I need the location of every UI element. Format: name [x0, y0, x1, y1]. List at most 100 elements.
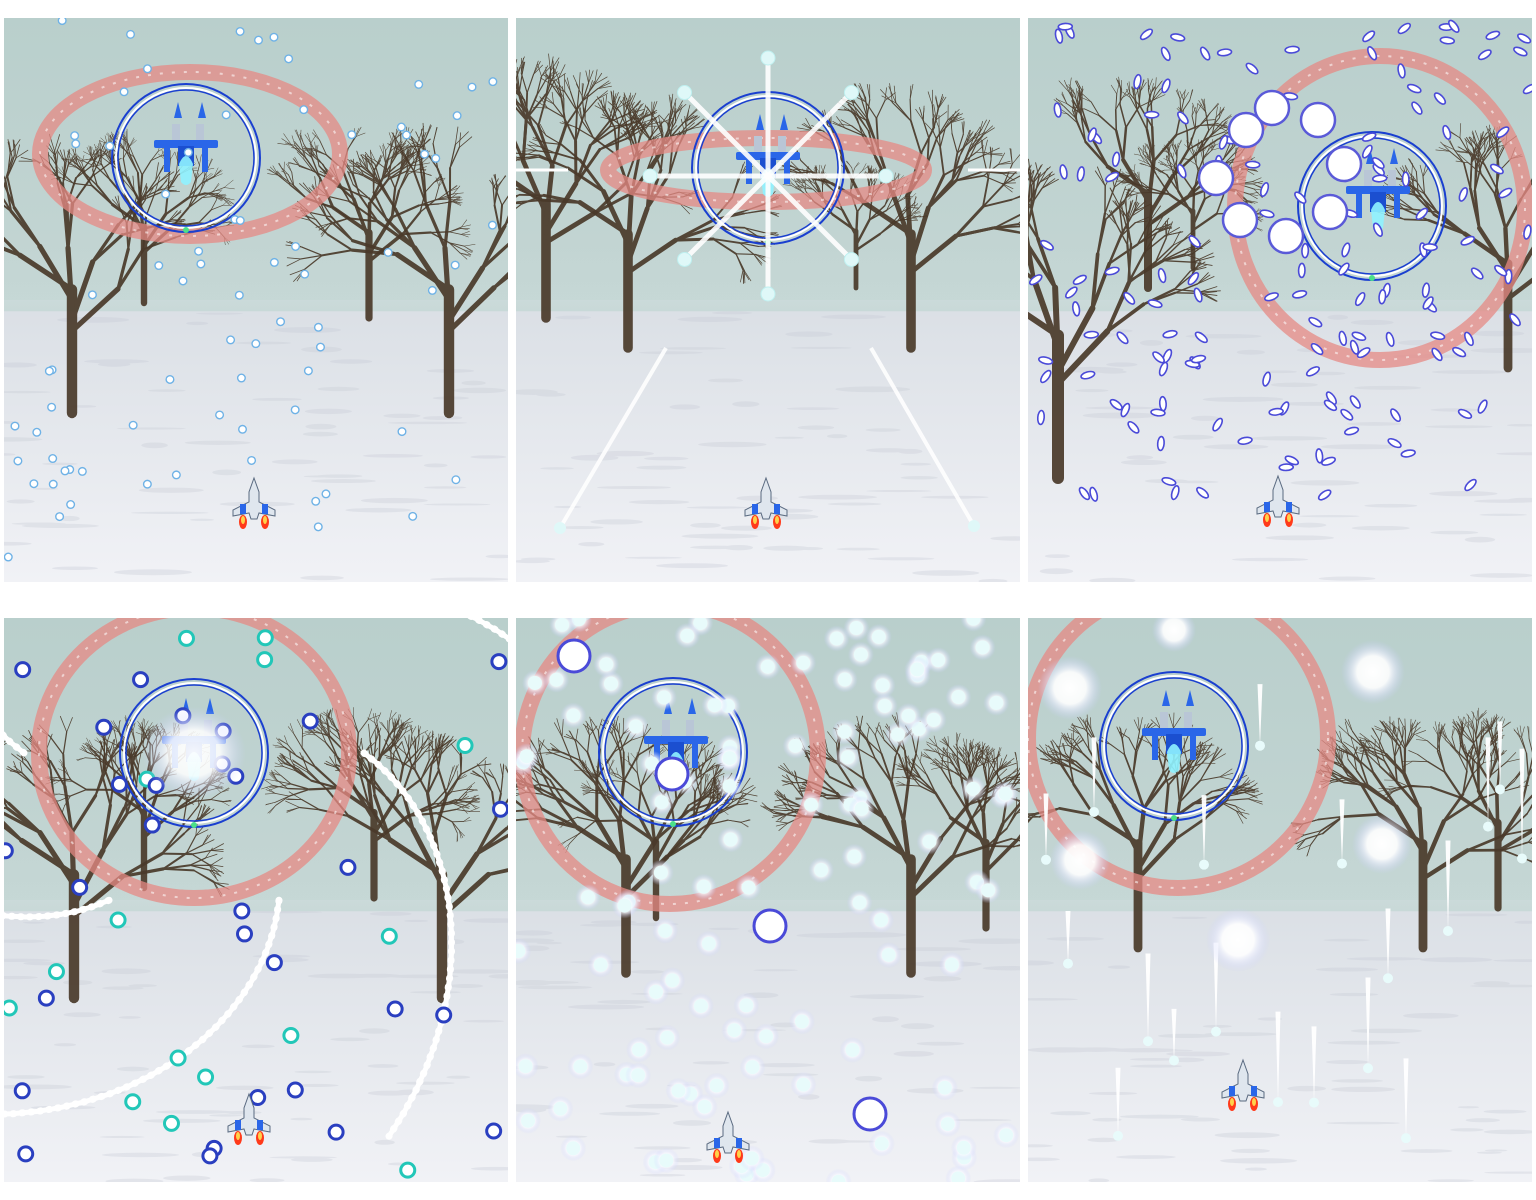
- bullet: [44, 366, 54, 376]
- bullet: [488, 77, 498, 87]
- bullet: [301, 712, 319, 730]
- bullet: [162, 1114, 180, 1132]
- rice-bullet: [1406, 83, 1422, 94]
- laser-tip: [843, 251, 859, 267]
- bullet: [4, 999, 18, 1017]
- orb-bullet: [722, 751, 737, 766]
- rice-bullet: [1176, 163, 1187, 179]
- bullet: [215, 410, 225, 420]
- bullet: [450, 260, 460, 270]
- orb-bullet: [617, 898, 632, 913]
- bullet: [401, 130, 411, 140]
- laser-layer: [516, 50, 1020, 534]
- glowing-orb-bullet: [1206, 908, 1270, 972]
- rice-bullet: [1470, 267, 1484, 280]
- rice-bullet: [1147, 299, 1163, 309]
- bullet: [276, 317, 286, 327]
- bullet: [4, 552, 13, 562]
- player-jet-icon: [227, 1092, 271, 1145]
- needle-tip: [1337, 858, 1347, 869]
- orb-bullet: [998, 786, 1013, 801]
- rice-bullet: [1439, 36, 1456, 45]
- needle-bullet: [1171, 1008, 1177, 1061]
- laser-beam: [765, 90, 854, 179]
- rice-bullet: [1323, 399, 1338, 412]
- laser-tip: [677, 85, 693, 101]
- bullet: [399, 1161, 417, 1179]
- rice-bullet: [1083, 330, 1100, 339]
- orb-bullet: [788, 738, 803, 753]
- orb-bullet: [831, 1174, 846, 1182]
- bullet: [48, 479, 58, 489]
- rice-bullet: [1371, 157, 1385, 170]
- bullet: [452, 111, 462, 121]
- rice-bullet: [1160, 46, 1171, 62]
- bare-tree: [1028, 712, 1263, 953]
- orb-bullet: [837, 724, 852, 739]
- bullet: [124, 1093, 142, 1111]
- bullet: [178, 276, 188, 286]
- bullet: [256, 629, 274, 647]
- bullet: [265, 954, 283, 972]
- player-jet-icon: [744, 476, 788, 529]
- bullet: [128, 420, 138, 430]
- bullet: [286, 1081, 304, 1099]
- rice-bullet: [1143, 110, 1160, 119]
- rice-bullet: [1317, 489, 1332, 501]
- laser-beam: [682, 173, 771, 262]
- rice-bullet: [1087, 127, 1097, 143]
- spiral-bullet-stream: [4, 897, 112, 920]
- bullet: [487, 220, 497, 230]
- rice-bullet: [1212, 417, 1224, 432]
- bullet: [196, 259, 206, 269]
- bullet: [142, 64, 152, 74]
- orb-bullet: [794, 1014, 809, 1029]
- rice-bullet: [1308, 316, 1323, 328]
- rice-bullet: [1349, 395, 1361, 409]
- rice-bullet: [1156, 435, 1165, 452]
- orb-bullet: [521, 1113, 536, 1128]
- rice-bullet: [1127, 420, 1140, 434]
- bullet: [143, 816, 161, 834]
- orb-bullet: [631, 1042, 646, 1057]
- player-jet-icon: [1221, 1058, 1265, 1111]
- rice-bullet: [1344, 426, 1360, 436]
- rice-bullet: [1489, 163, 1504, 175]
- rice-bullet: [1194, 331, 1208, 344]
- laser-tip: [642, 168, 658, 184]
- bullet: [396, 122, 406, 132]
- laser-tip: [760, 50, 776, 66]
- orb-bullet: [566, 1141, 581, 1156]
- orb-bullet: [727, 1023, 742, 1038]
- bullet: [201, 1147, 219, 1165]
- laser-beam: [682, 90, 771, 179]
- rice-bullet: [1190, 354, 1207, 364]
- bullet-layer: [516, 618, 1020, 1182]
- large-orb-bullet: [1197, 159, 1235, 197]
- rice-bullet: [1498, 187, 1513, 199]
- needle-bullet: [1201, 795, 1207, 865]
- bare-tree: [778, 83, 1020, 353]
- orb-bullet: [922, 834, 937, 849]
- rice-bullet: [1152, 351, 1165, 364]
- needle-bullet: [1485, 737, 1491, 827]
- orb-bullet: [516, 944, 526, 959]
- orb-bullet: [926, 712, 941, 727]
- orb-bullet: [693, 998, 708, 1013]
- orb-bullet: [519, 749, 534, 764]
- bullet: [247, 455, 257, 465]
- needle-tip: [1495, 784, 1505, 795]
- bullet: [183, 147, 193, 157]
- bullet: [197, 1068, 215, 1086]
- bullet: [414, 79, 424, 89]
- rice-bullet: [1170, 33, 1186, 42]
- orb-bullet: [881, 947, 896, 962]
- rice-bullet: [1111, 151, 1121, 168]
- rice-bullet: [1187, 272, 1200, 286]
- rice-bullet: [1076, 166, 1085, 182]
- needle-bullet: [1065, 910, 1071, 964]
- rice-bullet: [1397, 22, 1412, 35]
- rice-bullet: [1315, 448, 1324, 464]
- game-scene-p3: [1028, 18, 1532, 582]
- needle-bullet: [1091, 737, 1097, 812]
